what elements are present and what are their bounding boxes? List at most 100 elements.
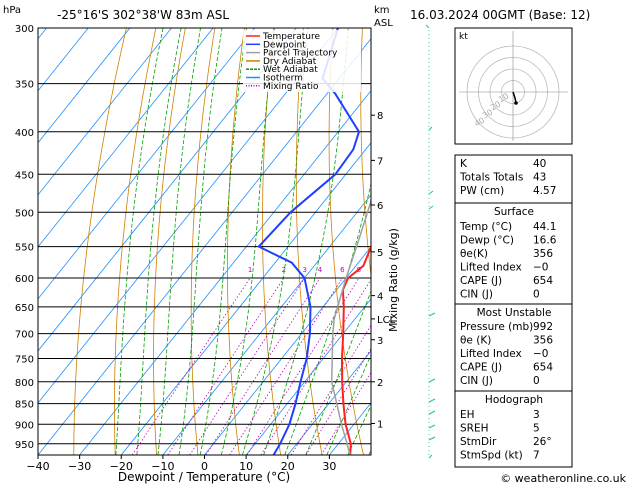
wet-adiabat-line <box>199 28 247 455</box>
isotherm-line <box>38 28 172 196</box>
wind-barb <box>428 126 433 131</box>
wet-adiabat-line <box>284 182 371 455</box>
hodograph-table-title: Hodograph <box>485 394 543 406</box>
pressure-tick-label: 400 <box>15 128 34 139</box>
most-unstable-value: 0 <box>533 375 540 387</box>
pressure-tick-label: 950 <box>15 440 34 451</box>
surface-value: 654 <box>533 275 553 287</box>
surface-label: θe(K) <box>460 248 488 260</box>
wet-adiabat-line <box>263 28 349 455</box>
pressure-isobars <box>38 28 371 445</box>
wet-adiabat-line <box>242 28 309 455</box>
hodograph-value: 3 <box>533 409 540 421</box>
index-label: PW (cm) <box>460 185 504 197</box>
hodograph-label: StmSpd (kt) <box>460 450 523 462</box>
isotherm-line <box>38 28 297 352</box>
wind-barb <box>428 190 434 195</box>
wet-adiabat-line <box>136 28 182 455</box>
height-tick-label: 2 <box>377 378 383 389</box>
surface-label: Temp (°C) <box>459 221 512 233</box>
series-dewpoint <box>257 28 360 455</box>
wet-adiabat-line <box>220 28 275 455</box>
height-tick-label: 6 <box>377 201 383 212</box>
pressure-tick-label: 300 <box>15 24 34 35</box>
legend-item-label: Dewpoint <box>263 40 306 50</box>
indices-rows: K 40 Totals Totals 43 PW (cm) 4.57 <box>459 158 556 197</box>
index-value: 43 <box>533 172 546 184</box>
most-unstable-value: 654 <box>533 362 553 374</box>
hodograph-value: 5 <box>533 423 540 435</box>
dry-adiabat-line <box>598 28 629 455</box>
series-temperature <box>341 242 371 455</box>
height-tick-label: 4 <box>377 292 383 303</box>
dry-adiabat-line <box>73 28 127 455</box>
wind-barb <box>428 436 436 441</box>
mixing-ratio-label: 4 <box>318 266 323 274</box>
hodograph-rows: EH 3 SREH 5 StmDir 26° StmSpd (kt) 7 <box>460 409 552 462</box>
legend-item-label: Parcel Trajectory <box>263 49 338 59</box>
surface-value: 16.6 <box>533 235 557 247</box>
mixing-ratio-label: 6 <box>340 266 345 274</box>
height-axis: 8 7 6 5 4 LCL 3 2 1 <box>371 111 396 430</box>
legend-box <box>243 30 361 92</box>
x-tick-label: 10 <box>239 460 253 473</box>
hodograph-storm-point <box>514 101 518 105</box>
mixing-ratio-labels: 1 2 3 4 6 8 <box>248 266 361 274</box>
surface-label: CAPE (J) <box>460 275 502 287</box>
most-unstable-value: −0 <box>533 348 548 360</box>
temperature-axis: −40 −30 −20 −10 0 10 20 30 <box>26 455 336 473</box>
surface-value: 0 <box>533 289 540 301</box>
index-value: 4.57 <box>533 185 556 197</box>
index-value: 40 <box>533 158 546 170</box>
mixing-ratio-label: 2 <box>282 266 286 274</box>
isotherm-line <box>38 38 371 455</box>
height-tick-label: LCL <box>377 315 396 326</box>
mixing-ratio-label: 1 <box>248 266 252 274</box>
height-tick-label: 3 <box>377 336 383 347</box>
pressure-tick-label: 850 <box>15 400 34 411</box>
wind-barb <box>425 24 430 29</box>
hodograph-value: 26° <box>533 436 552 448</box>
x-tick-label: −20 <box>110 460 133 473</box>
x-axis-label: Dewpoint / Temperature (°C) <box>118 470 290 484</box>
dry-adiabat-line <box>360 28 371 279</box>
hodograph-label: SREH <box>460 423 489 435</box>
pressure-tick-label: 350 <box>15 80 34 91</box>
wind-barb <box>428 398 436 403</box>
wet-adiabat-line <box>326 353 371 455</box>
surface-title: Surface <box>494 206 534 218</box>
pressure-unit: hPa <box>3 5 21 16</box>
most-unstable-value: 356 <box>533 335 553 347</box>
wind-barb <box>428 410 436 415</box>
isotherm-line <box>79 90 371 455</box>
pressure-tick-label: 900 <box>15 420 34 431</box>
height-tick-label: 5 <box>377 248 383 259</box>
dry-adiabat-line <box>295 28 323 455</box>
pressure-tick-label: 600 <box>15 274 34 285</box>
isotherm-line <box>38 28 131 144</box>
isotherm-line <box>38 28 256 300</box>
wind-barb <box>428 312 436 317</box>
copyright-label: © weatheronline.co.uk <box>500 472 626 485</box>
wet-adiabat-line <box>157 28 201 455</box>
pressure-tick-label: 750 <box>15 355 34 366</box>
x-tick-label: 20 <box>281 460 295 473</box>
dry-adiabat-line <box>262 28 282 455</box>
height-unit-km: km <box>374 5 390 16</box>
index-label: K <box>460 158 468 170</box>
hodograph-ring-label: 30 <box>481 108 494 121</box>
isotherm-line <box>38 28 214 248</box>
wet-adiabat-line <box>347 404 371 455</box>
index-label: Totals Totals <box>459 172 523 184</box>
most-unstable-label: θe (K) <box>460 335 491 347</box>
surface-rows: Temp (°C) 44.1 Dewp (°C) 16.6 θe(K) 356 Lifted… <box>459 221 557 301</box>
dry-adiabat-line <box>328 28 364 455</box>
hodograph-ring-label: 20 <box>489 99 502 112</box>
hodograph-ring-label: 10 <box>497 91 510 104</box>
datetime-label: 16.03.2024 00GMT (Base: 12) <box>410 8 590 22</box>
surface-value: 356 <box>533 248 553 260</box>
mixing-ratio-label: 3 <box>302 266 306 274</box>
wind-barbs <box>425 24 436 459</box>
